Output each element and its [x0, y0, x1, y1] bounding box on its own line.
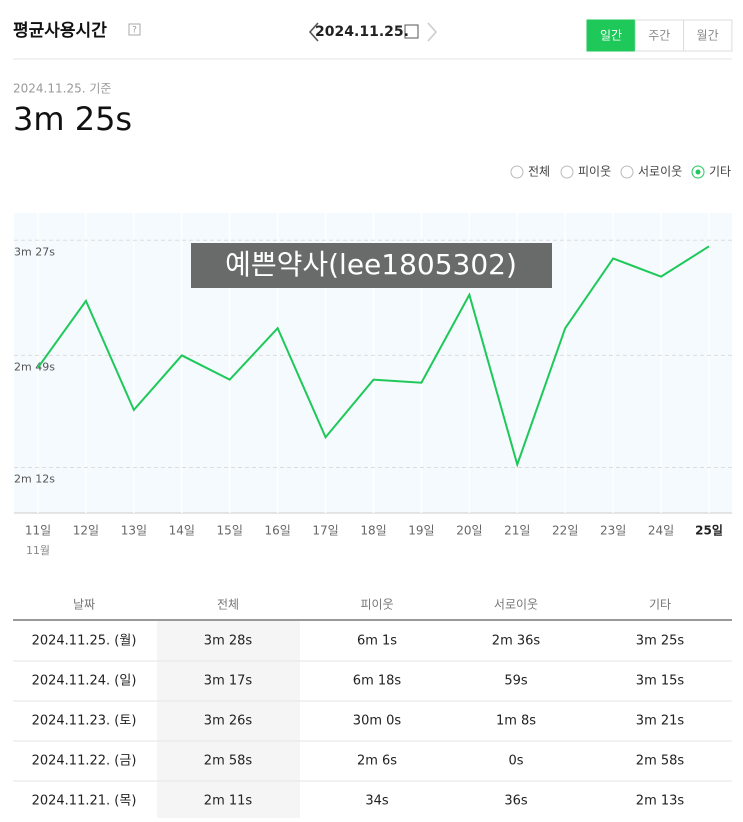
- tab-label[interactable]: 주간: [648, 29, 670, 43]
- x-tick-label: 19일: [408, 524, 434, 538]
- radio[interactable]: [510, 165, 524, 179]
- x-tick-label: 24일: [648, 524, 674, 538]
- table-cell: 2024.11.25. (월): [32, 634, 137, 649]
- table-cell: 30m 0s: [353, 714, 402, 729]
- table-cell: 0s: [508, 754, 523, 769]
- calendar-icon[interactable]: [404, 24, 419, 39]
- tab-label[interactable]: 월간: [697, 29, 719, 43]
- x-tick-label: 15일: [217, 524, 243, 538]
- table-cell: 2m 58s: [204, 754, 253, 769]
- table-cell: 6m 1s: [357, 634, 397, 649]
- prev-date[interactable]: [308, 22, 319, 42]
- table-header: 날짜: [73, 598, 95, 612]
- summary-value: 3m 25s: [13, 100, 132, 138]
- table-header: 전체: [217, 598, 239, 612]
- help-mark: ?: [132, 26, 137, 36]
- table-cell: 2m 13s: [636, 794, 685, 809]
- basis-date: 2024.11.25. 기준: [13, 82, 111, 96]
- watermark: 예쁜약사(lee1805302): [225, 248, 517, 281]
- table-cell: 3m 28s: [204, 634, 253, 649]
- tab[interactable]: [586, 19, 636, 52]
- watermark-bg: [191, 243, 552, 288]
- table-cell: 3m 21s: [636, 714, 685, 729]
- column-shade: [157, 621, 300, 818]
- x-tick-label: 17일: [312, 524, 338, 538]
- y-tick-label: 3m 27s: [14, 245, 55, 258]
- table-cell: 36s: [504, 794, 528, 809]
- table-cell: 2024.11.23. (토): [32, 714, 137, 729]
- x-tick-label: 23일: [600, 524, 626, 538]
- table-cell: 3m 17s: [204, 674, 253, 689]
- radio-label[interactable]: 전체: [528, 165, 550, 179]
- x-tick-label: 11일: [25, 524, 51, 538]
- table-cell: 2024.11.24. (일): [32, 674, 137, 689]
- table-cell: 1m 8s: [496, 714, 536, 729]
- x-tick-label: 18일: [360, 524, 386, 538]
- table-cell: 3m 26s: [204, 714, 253, 729]
- table-header: 서로이웃: [494, 598, 538, 612]
- x-tick-label: 20일: [456, 524, 482, 538]
- table-cell: 2m 6s: [357, 754, 397, 769]
- radio[interactable]: [560, 165, 574, 179]
- x-tick-label: 16일: [264, 524, 290, 538]
- table-cell: 2m 36s: [492, 634, 541, 649]
- tab[interactable]: [683, 19, 733, 52]
- radio-label[interactable]: 서로이웃: [638, 165, 682, 179]
- table-cell: 3m 25s: [636, 634, 685, 649]
- x-tick-label: 12일: [73, 524, 99, 538]
- help-icon[interactable]: [128, 23, 141, 36]
- x-tick-label: 21일: [504, 524, 530, 538]
- radio-label[interactable]: 기타: [709, 165, 731, 179]
- table-cell: 59s: [504, 674, 528, 689]
- y-tick-label: 2m 49s: [14, 360, 55, 373]
- table-cell: 34s: [365, 794, 389, 809]
- x-month-label: 11월: [26, 544, 50, 557]
- table-cell: 2024.11.22. (금): [32, 754, 137, 769]
- line-series: [37, 245, 710, 468]
- x-tick-label: 22일: [552, 524, 578, 538]
- table-header: 기타: [649, 598, 671, 612]
- table-header: 피이웃: [360, 598, 393, 612]
- table-cell: 2m 11s: [204, 794, 253, 809]
- tab-label[interactable]: 일간: [600, 29, 622, 43]
- x-tick-label: 13일: [121, 524, 147, 538]
- x-tick-label: 25일: [695, 524, 723, 538]
- page-title: 평균사용시간: [13, 21, 107, 41]
- table-cell: 2024.11.21. (목): [32, 794, 137, 809]
- radio-label[interactable]: 피이웃: [578, 165, 611, 179]
- radio-dot[interactable]: [695, 169, 701, 175]
- x-tick-label: 14일: [169, 524, 195, 538]
- next-date[interactable]: [427, 22, 438, 42]
- table-cell: 3m 15s: [636, 674, 685, 689]
- table-cell: 6m 18s: [353, 674, 402, 689]
- current-date: 2024.11.25.: [315, 24, 409, 40]
- table-cell: 2m 58s: [636, 754, 685, 769]
- radio[interactable]: [620, 165, 634, 179]
- y-tick-label: 2m 12s: [14, 473, 55, 486]
